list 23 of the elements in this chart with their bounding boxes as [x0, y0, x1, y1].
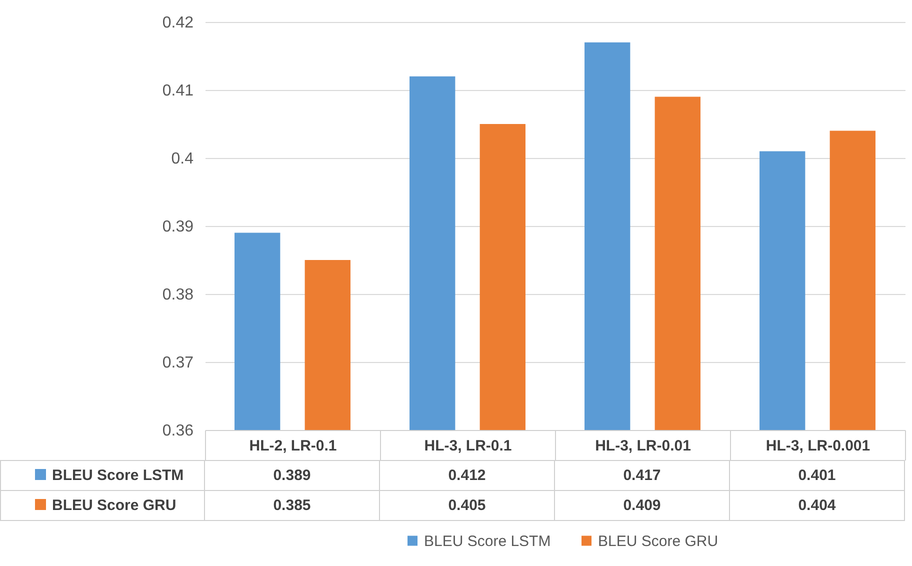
y-tick-label: 0.39 [162, 218, 194, 236]
x-tick-label: HL-3, LR-0.1 [424, 438, 512, 454]
y-tick-label: 0.37 [162, 354, 194, 372]
data-label: 0.409 [554, 490, 730, 520]
data-label: 0.404 [730, 490, 904, 520]
data-label: 0.405 [380, 490, 554, 520]
legend-label: BLEU Score LSTM [424, 532, 551, 550]
text: BLEU Score GRU [52, 497, 176, 514]
x-tick-label: HL-3, LR-0.001 [766, 438, 870, 454]
y-tick-label: 0.42 [162, 14, 194, 32]
x-tick-label: HL-3, LR-0.01 [595, 438, 691, 454]
data-label: 0.385 [204, 490, 380, 520]
data-label: 0.417 [554, 460, 730, 490]
y-tick-label: 0.38 [162, 286, 194, 304]
legend-label: BLEU Score GRU [598, 532, 718, 550]
y-tick-label: 0.4 [171, 150, 194, 168]
data-label: 0.412 [380, 460, 554, 490]
data-label: 0.401 [730, 460, 904, 490]
text: BLEU Score LSTM [52, 467, 184, 484]
data-label: 0.389 [204, 460, 380, 490]
y-tick-label: 0.41 [162, 82, 194, 100]
y-tick-label: 0.36 [162, 422, 194, 440]
x-tick-label: HL-2, LR-0.1 [249, 438, 337, 454]
